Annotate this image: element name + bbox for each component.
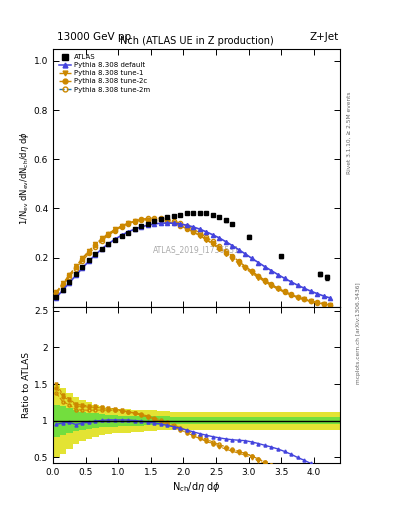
Legend: ATLAS, Pythia 8.308 default, Pythia 8.308 tune-1, Pythia 8.308 tune-2c, Pythia 8: ATLAS, Pythia 8.308 default, Pythia 8.30…: [57, 52, 152, 95]
Bar: [131, 416, 144, 426]
Bar: [66, 408, 73, 433]
Text: Rivet 3.1.10, ≥ 2.5M events: Rivet 3.1.10, ≥ 2.5M events: [347, 92, 352, 175]
Bar: [79, 400, 86, 441]
Bar: [144, 411, 157, 431]
Bar: [118, 416, 131, 426]
Text: Z+Jet: Z+Jet: [310, 32, 339, 42]
Bar: [66, 393, 73, 449]
Bar: [184, 417, 216, 424]
Bar: [99, 414, 105, 428]
Bar: [99, 406, 105, 435]
Bar: [184, 412, 216, 430]
Bar: [105, 415, 112, 426]
Bar: [171, 417, 184, 424]
Bar: [118, 409, 131, 433]
Bar: [314, 412, 340, 430]
Bar: [144, 416, 157, 425]
Bar: [157, 411, 171, 430]
Bar: [53, 384, 60, 458]
Y-axis label: 1/N$_{\mathregular{ev}}$ dN$_{\mathregular{ev}}$/dN$_{\mathregular{ch}}$/d$\eta$: 1/N$_{\mathregular{ev}}$ dN$_{\mathregul…: [18, 131, 31, 225]
Bar: [281, 412, 314, 430]
Bar: [60, 406, 66, 435]
Bar: [112, 415, 118, 426]
Bar: [73, 411, 79, 431]
Bar: [131, 410, 144, 432]
Bar: [281, 417, 314, 424]
Text: mcplots.cern.ch [arXiv:1306.3436]: mcplots.cern.ch [arXiv:1306.3436]: [356, 282, 361, 383]
Y-axis label: Ratio to ATLAS: Ratio to ATLAS: [22, 352, 31, 418]
Bar: [92, 404, 99, 437]
Bar: [92, 413, 99, 428]
Bar: [249, 417, 281, 424]
Bar: [86, 402, 92, 439]
X-axis label: N$_{\mathregular{ch}}$/d$\eta$ d$\phi$: N$_{\mathregular{ch}}$/d$\eta$ d$\phi$: [172, 480, 221, 494]
Bar: [216, 417, 249, 424]
Bar: [73, 397, 79, 444]
Text: ATLAS_2019_I1736531: ATLAS_2019_I1736531: [153, 246, 240, 254]
Bar: [216, 412, 249, 430]
Bar: [105, 408, 112, 434]
Bar: [112, 408, 118, 433]
Bar: [53, 404, 60, 437]
Bar: [157, 416, 171, 425]
Bar: [171, 412, 184, 430]
Bar: [314, 417, 340, 424]
Text: 13000 GeV pp: 13000 GeV pp: [57, 32, 131, 42]
Title: Nch (ATLAS UE in Z production): Nch (ATLAS UE in Z production): [119, 36, 274, 47]
Bar: [79, 412, 86, 430]
Bar: [249, 412, 281, 430]
Bar: [86, 413, 92, 429]
Bar: [60, 388, 66, 454]
